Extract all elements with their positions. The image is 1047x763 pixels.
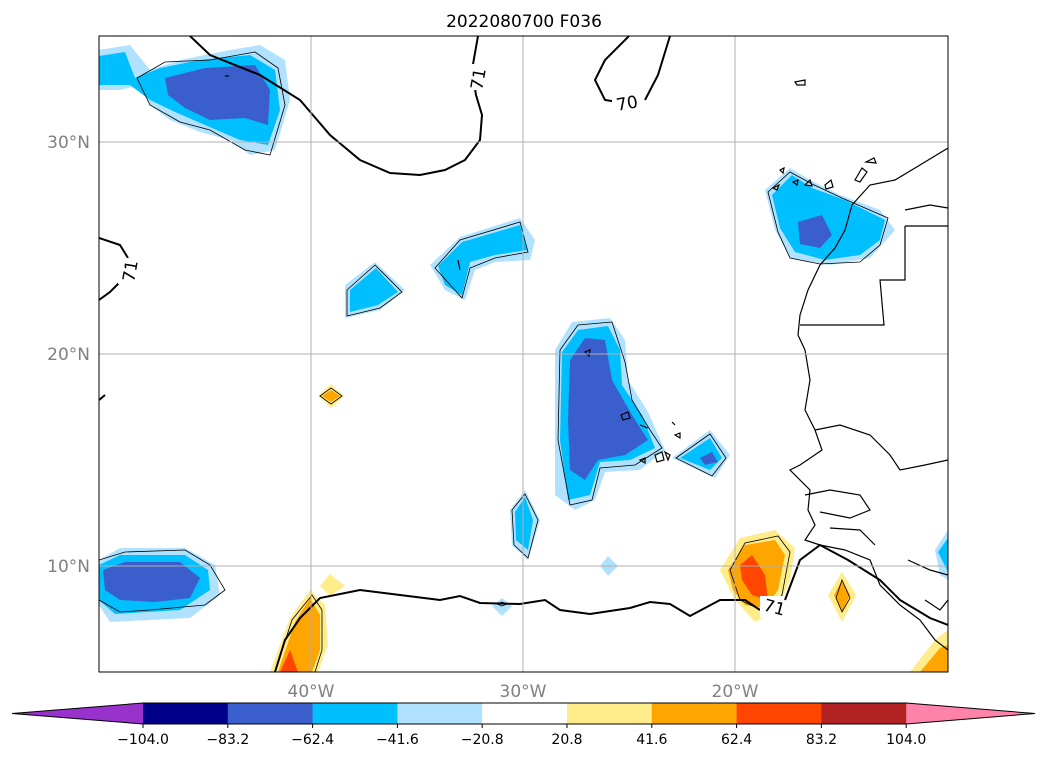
colorbar-segment bbox=[736, 703, 822, 724]
colorbar-tick-label: 83.2 bbox=[806, 732, 837, 748]
colorbar-segment bbox=[567, 703, 653, 724]
contour-label-71-north: 71 bbox=[467, 67, 490, 92]
colorbar: −104.0 −83.2 −62.4 −41.6 −20.8 20.8 41.6 62.4 83… bbox=[11, 702, 1036, 748]
colorbar-tick-label: −41.6 bbox=[376, 732, 419, 748]
anomaly-contours bbox=[99, 51, 889, 672]
colorbar-tick-label: −104.0 bbox=[117, 732, 169, 748]
lat-label-30n: 30°N bbox=[47, 133, 90, 153]
coastlines bbox=[225, 75, 948, 651]
colorbar-tick-label: −83.2 bbox=[206, 732, 249, 748]
colorbar-segment bbox=[312, 703, 398, 724]
lat-label-20n: 20°N bbox=[47, 345, 90, 365]
map-title: 2022080700 F036 bbox=[446, 12, 602, 32]
colorbar-tick-label: 62.4 bbox=[721, 732, 752, 748]
colorbar-tick-label: 20.8 bbox=[551, 732, 582, 748]
colorbar-tick-label: −20.8 bbox=[461, 732, 504, 748]
colorbar-segment bbox=[821, 703, 907, 724]
lon-label-40w: 40°W bbox=[288, 682, 335, 702]
negative-anomaly-shading bbox=[99, 45, 948, 622]
lon-label-20w: 20°W bbox=[712, 682, 759, 702]
colorbar-segment bbox=[143, 703, 229, 724]
contour-label-71-west: 71 bbox=[119, 259, 142, 284]
lat-label-10n: 10°N bbox=[47, 557, 90, 577]
colorbar-tick-label: −62.4 bbox=[291, 732, 334, 748]
height-contours bbox=[99, 36, 948, 672]
graticule bbox=[99, 36, 948, 672]
colorbar-tick-label: 104.0 bbox=[886, 732, 926, 748]
colorbar-segment bbox=[227, 703, 314, 724]
colorbar-tick-label: 41.6 bbox=[636, 732, 667, 748]
colorbar-segment bbox=[651, 703, 738, 724]
map-frame bbox=[98, 35, 949, 673]
lon-label-30w: 30°W bbox=[500, 682, 547, 702]
colorbar-segment bbox=[482, 703, 568, 724]
colorbar-extend-max bbox=[906, 703, 1035, 724]
contour-label-70: 70 bbox=[615, 92, 640, 115]
colorbar-extend-min bbox=[12, 703, 143, 724]
map-area: 71 70 71 71 bbox=[99, 36, 948, 672]
colorbar-segment bbox=[397, 703, 483, 724]
